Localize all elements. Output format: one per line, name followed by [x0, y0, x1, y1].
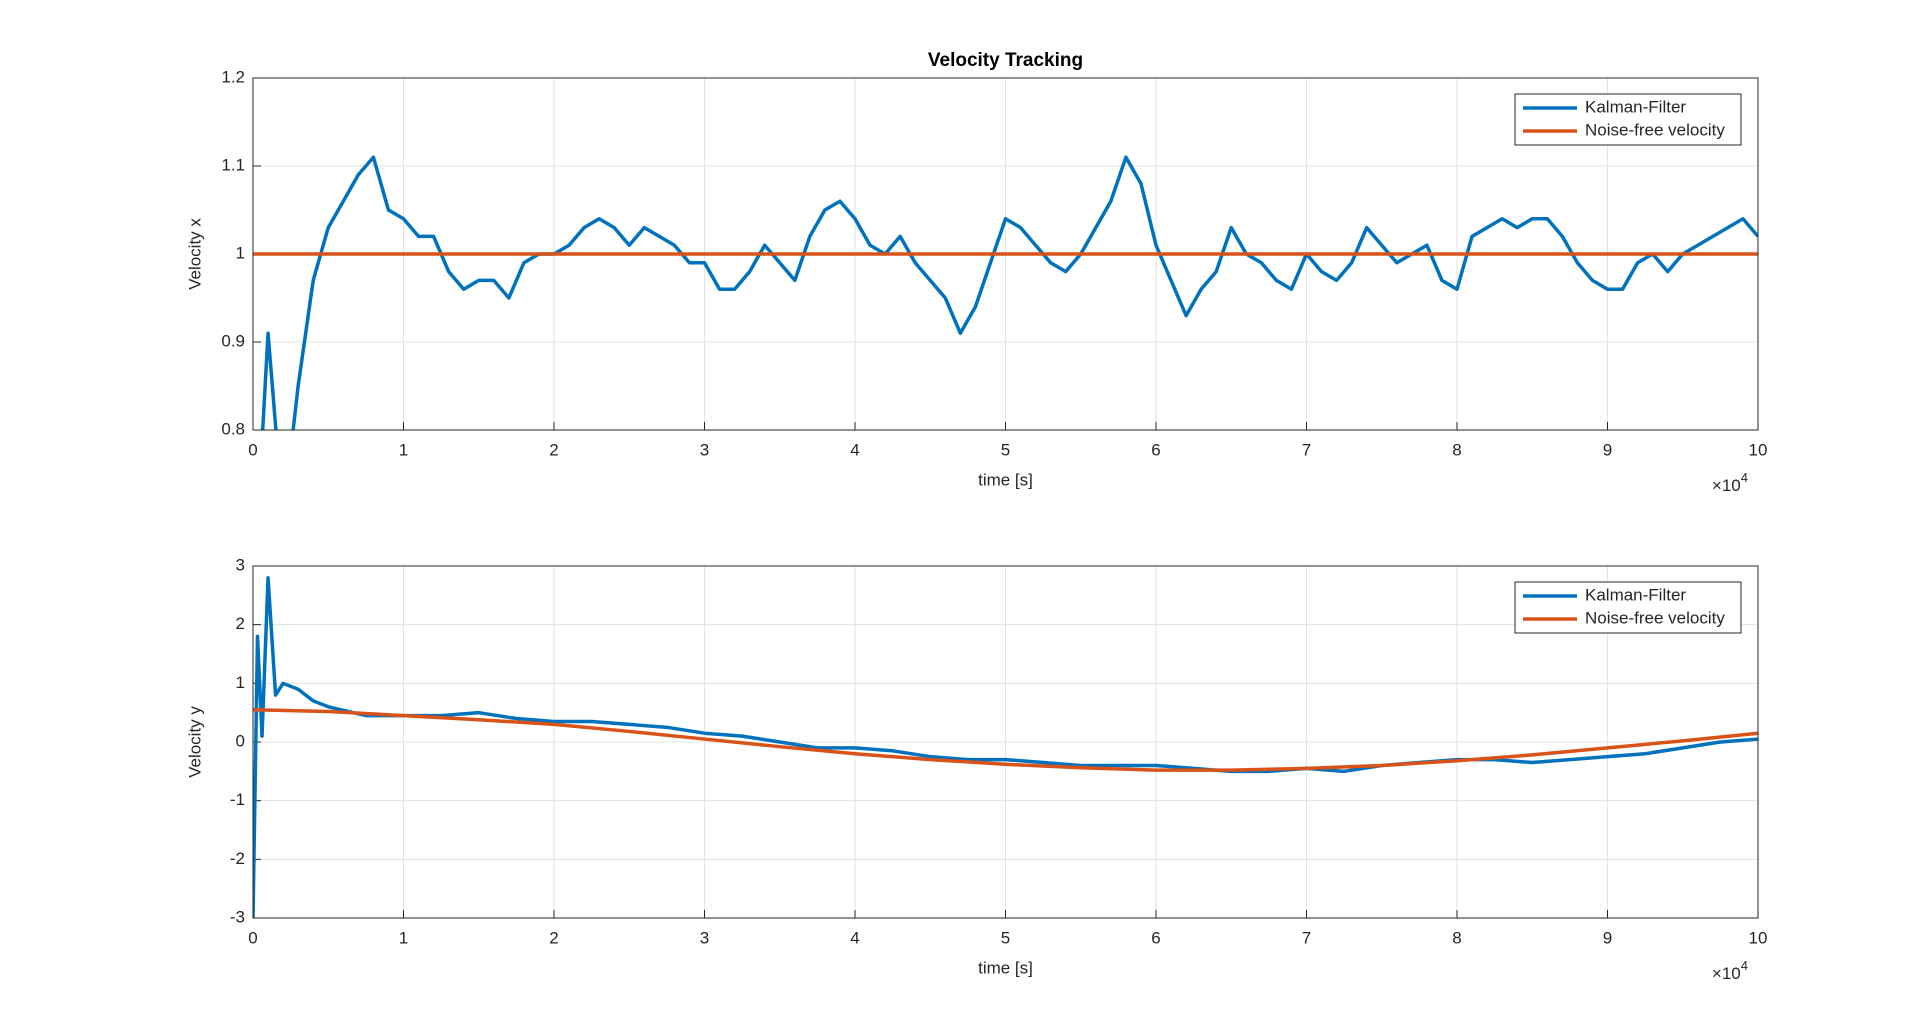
x-multiplier-base: ×10: [1712, 964, 1741, 983]
x-tick-label: 1: [399, 928, 408, 947]
x-tick-label: 4: [850, 928, 859, 947]
x-tick-label: 2: [549, 928, 558, 947]
x-tick-label: 3: [700, 440, 709, 459]
x-tick-label: 6: [1151, 928, 1160, 947]
x-tick-label: 4: [850, 440, 859, 459]
series-group: [253, 575, 1758, 918]
series-group: [253, 155, 1758, 430]
x-multiplier: ×104: [1712, 958, 1748, 983]
axes-box: [252, 565, 1759, 919]
y-tick-label: 1.1: [221, 155, 245, 174]
y-tick-label: 0.9: [221, 331, 245, 350]
data-line: [253, 707, 1758, 772]
x-axis-label: time [s]: [978, 470, 1033, 489]
legend-label: Noise-free velocity: [1585, 120, 1725, 139]
axes-box: [252, 77, 1759, 431]
legend-label: Kalman-Filter: [1585, 585, 1686, 604]
x-tick-label: 3: [700, 928, 709, 947]
x-tick-label: 2: [549, 440, 558, 459]
y-tick-label: -1: [230, 790, 245, 809]
x-multiplier-exponent: 4: [1741, 470, 1748, 485]
x-tick-label: 6: [1151, 440, 1160, 459]
x-axis-label: time [s]: [978, 958, 1033, 977]
x-tick-label: 10: [1749, 928, 1768, 947]
chart-title: Velocity Tracking: [928, 50, 1083, 71]
x-tick-label: 7: [1302, 440, 1311, 459]
y-axis-label: Velocity y: [185, 706, 204, 778]
y-tick-label: 0: [236, 731, 245, 750]
x-multiplier-base: ×10: [1712, 476, 1741, 495]
x-tick-label: 0: [248, 928, 257, 947]
x-tick-label: 0: [248, 440, 257, 459]
x-tick-label: 9: [1603, 440, 1612, 459]
legend-label: Kalman-Filter: [1585, 97, 1686, 116]
x-tick-label: 5: [1001, 440, 1010, 459]
x-tick-label: 10: [1749, 440, 1768, 459]
y-tick-label: 0.8: [221, 419, 245, 438]
data-line: [260, 155, 1758, 430]
x-tick-label: 9: [1603, 928, 1612, 947]
legend-box: [1514, 93, 1742, 146]
x-tick-label: 8: [1452, 440, 1461, 459]
y-tick-label: -3: [230, 907, 245, 926]
x-tick-label: 8: [1452, 928, 1461, 947]
y-tick-label: -2: [230, 849, 245, 868]
y-tick-label: 3: [236, 555, 245, 574]
y-tick-label: 1: [236, 673, 245, 692]
x-multiplier: ×104: [1712, 470, 1748, 495]
y-tick-label: 1: [236, 243, 245, 262]
y-tick-label: 2: [236, 614, 245, 633]
legend-label: Noise-free velocity: [1585, 608, 1725, 627]
x-multiplier-exponent: 4: [1741, 958, 1748, 973]
x-tick-label: 1: [399, 440, 408, 459]
y-tick-label: 1.2: [221, 67, 245, 86]
legend-box: [1514, 581, 1742, 634]
y-axis-label: Velocity x: [185, 218, 204, 290]
x-tick-label: 5: [1001, 928, 1010, 947]
x-tick-label: 7: [1302, 928, 1311, 947]
